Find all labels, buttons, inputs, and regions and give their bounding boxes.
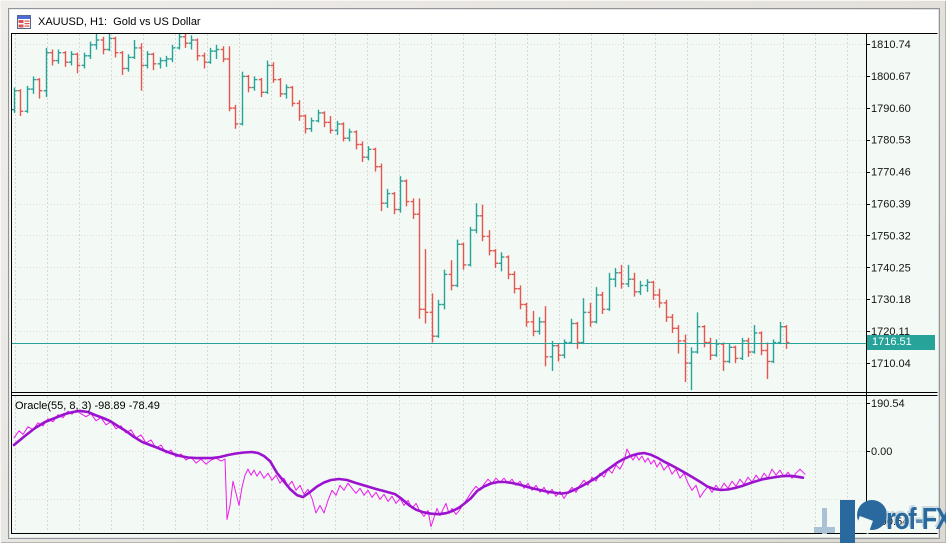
svg-text:1780.53: 1780.53 [871,135,911,147]
svg-text:1750.32: 1750.32 [871,230,911,242]
logo-letter-p-stem [840,500,855,543]
title-bar[interactable]: XAUUSD, H1: Gold vs US Dollar [10,10,938,33]
svg-text:190.54: 190.54 [871,398,905,410]
logo-candlestick-icon [822,508,827,534]
svg-text:0.00: 0.00 [871,446,892,458]
window-frame-border [8,8,940,539]
svg-text:1810.74: 1810.74 [871,39,911,51]
logo-text-hyphen: - [914,501,924,536]
logo-candlestick-base [814,527,835,533]
svg-text:1730.18: 1730.18 [871,294,911,306]
logo-text-rest: rof [886,501,917,536]
indicator-label: Oracle(55, 8, 3) -98.89 -78.49 [15,400,160,412]
prof-fx-watermark: rof-FX [812,494,946,543]
svg-text:1770.46: 1770.46 [871,167,911,179]
svg-text:1740.25: 1740.25 [871,262,911,274]
window-title: XAUUSD, H1: Gold vs US Dollar [38,15,201,28]
logo-text: rof-FX [886,501,946,537]
svg-text:1800.67: 1800.67 [871,71,911,83]
svg-text:1790.60: 1790.60 [871,103,911,115]
logo-text-suffix: FX [921,501,946,536]
svg-text:1710.04: 1710.04 [871,358,911,370]
svg-text:1760.39: 1760.39 [871,199,911,211]
main-chart-area[interactable] [11,33,866,392]
chart-window-icon [17,14,31,29]
current-price-badge: 1716.51 [867,335,935,350]
indicator-chart-area[interactable] [11,395,866,533]
